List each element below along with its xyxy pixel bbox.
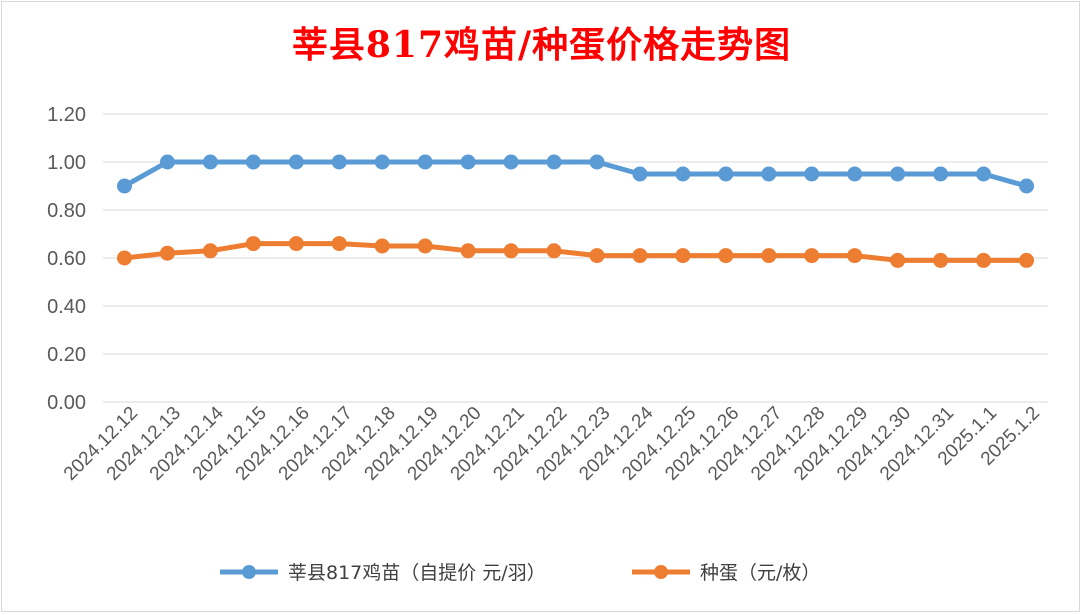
data-point (761, 248, 777, 264)
data-point (675, 166, 691, 182)
y-tick-label: 0.80 (47, 200, 86, 222)
data-point (1019, 178, 1035, 194)
legend-swatch-marker (242, 565, 256, 579)
y-tick-label: 1.00 (47, 152, 86, 174)
data-point (804, 166, 820, 182)
data-point (632, 166, 648, 182)
y-tick-label: 0.60 (47, 248, 86, 270)
data-point (202, 154, 218, 170)
x-axis-ticks: 2024.12.122024.12.132024.12.142024.12.15… (60, 402, 1044, 484)
data-point (761, 166, 777, 182)
data-point (589, 248, 605, 264)
data-point (847, 166, 863, 182)
series-line (122, 241, 1029, 263)
data-point (503, 154, 519, 170)
data-point (675, 248, 691, 264)
y-axis-ticks: 0.00 0.20 0.40 0.60 0.80 1.00 1.20 (47, 104, 86, 414)
data-point (202, 243, 218, 259)
data-point (417, 154, 433, 170)
legend-label: 种蛋（元/枚） (700, 562, 820, 584)
data-point (331, 154, 347, 170)
y-tick-label: 0.00 (47, 392, 86, 414)
data-point (460, 243, 476, 259)
data-point (288, 236, 304, 252)
chart-title: 莘县817鸡苗/种蛋价格走势图 (291, 24, 792, 66)
data-point (374, 238, 390, 254)
y-tick-label: 0.40 (47, 296, 86, 318)
data-point (890, 166, 906, 182)
data-point (116, 178, 132, 194)
data-point (288, 154, 304, 170)
y-tick-label: 0.20 (47, 344, 86, 366)
series-2 (116, 236, 1035, 268)
legend-item-2: 种蛋（元/枚） (632, 562, 820, 584)
data-point (933, 252, 949, 268)
legend-swatch-marker (654, 565, 668, 579)
data-point (546, 243, 562, 259)
data-point (546, 154, 562, 170)
data-point (116, 250, 132, 266)
legend-item-1: 莘县817鸡苗（自提价 元/羽） (220, 562, 546, 584)
data-point (589, 154, 605, 170)
legend: 莘县817鸡苗（自提价 元/羽） 种蛋（元/枚） (220, 562, 820, 584)
data-point (804, 248, 820, 264)
series-lines (116, 154, 1035, 268)
data-point (331, 236, 347, 252)
data-point (718, 166, 734, 182)
data-point (890, 252, 906, 268)
data-point (417, 238, 433, 254)
data-point (374, 154, 390, 170)
data-point (245, 236, 261, 252)
data-point (1019, 252, 1035, 268)
y-tick-label: 1.20 (47, 104, 86, 126)
series-1 (116, 154, 1035, 194)
data-point (847, 248, 863, 264)
series-line (122, 159, 1029, 189)
data-point (503, 243, 519, 259)
data-point (245, 154, 261, 170)
data-point (718, 248, 734, 264)
data-point (933, 166, 949, 182)
data-point (976, 252, 992, 268)
data-point (976, 166, 992, 182)
data-point (460, 154, 476, 170)
legend-label: 莘县817鸡苗（自提价 元/羽） (288, 562, 546, 584)
data-point (632, 248, 648, 264)
data-point (159, 245, 175, 261)
data-point (159, 154, 175, 170)
